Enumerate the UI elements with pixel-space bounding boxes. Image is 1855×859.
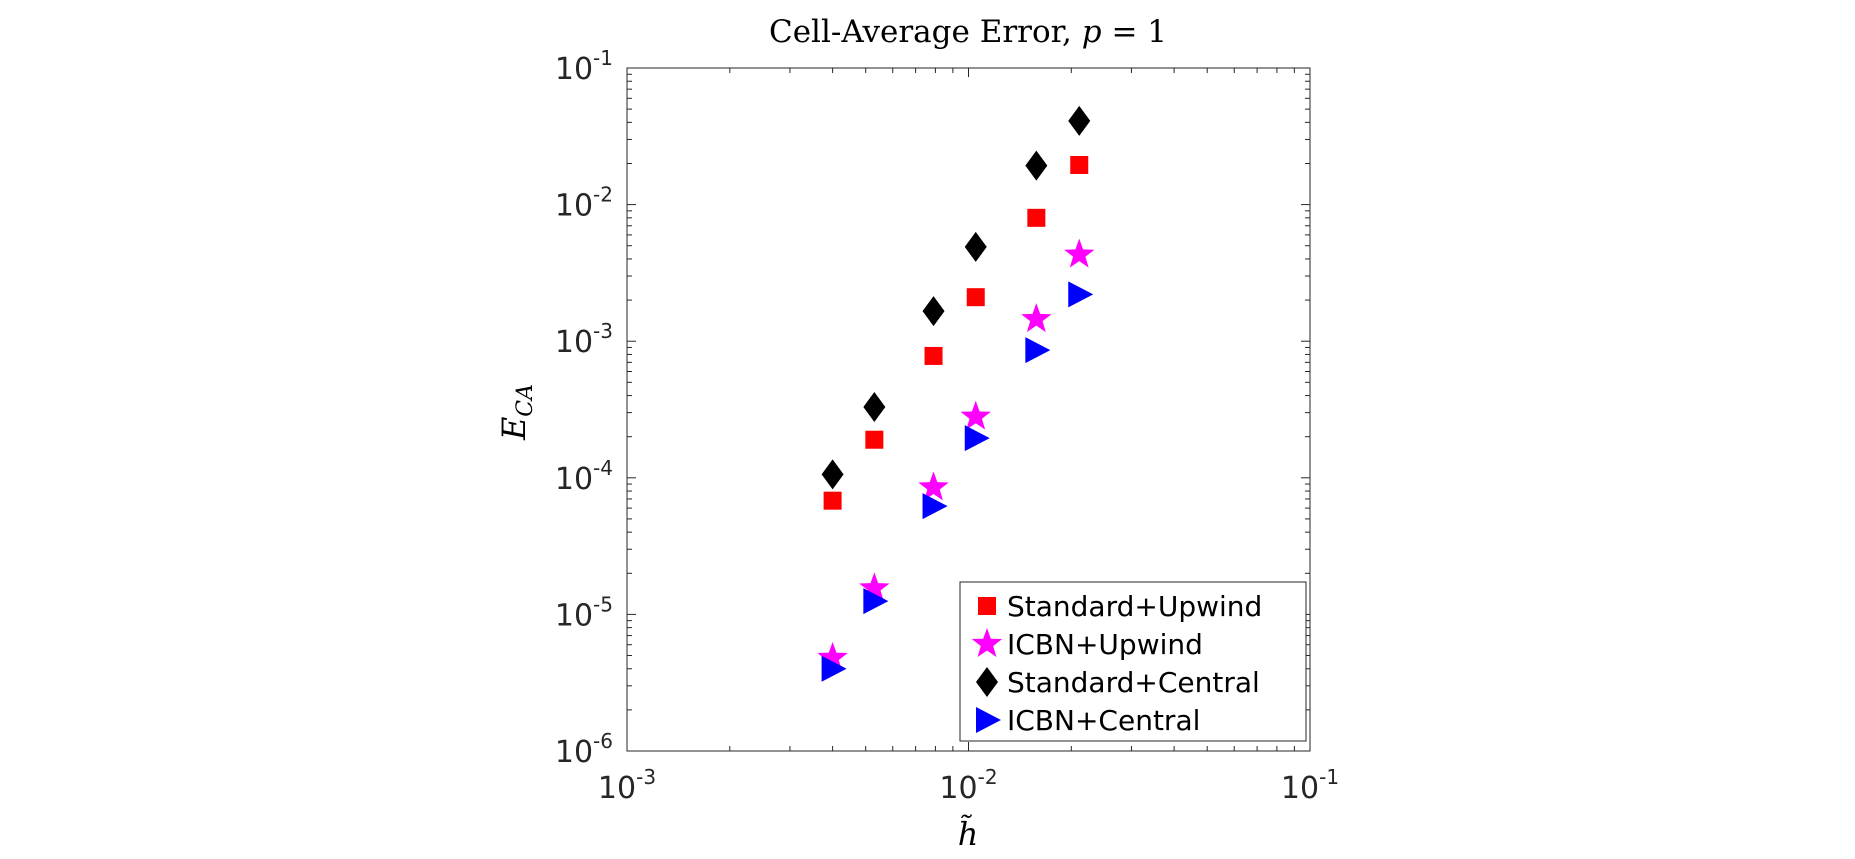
legend-entry: ICBN+Central: [976, 704, 1200, 737]
y-tick-label: 10-4: [555, 456, 613, 497]
series-triangle-right: [821, 281, 1094, 682]
y-tick-label: 10-5: [555, 592, 613, 633]
data-point: [964, 231, 987, 262]
legend-marker: [976, 667, 998, 697]
y-tick-label: 10-3: [555, 319, 613, 360]
y-axis-label-main: E: [495, 417, 533, 441]
y-tick-label: 10-2: [555, 183, 613, 224]
chart-title: Cell-Average Error, p = 1: [769, 14, 1167, 50]
data-point: [918, 471, 949, 501]
chart-title-main: Cell-Average Error,: [769, 14, 1082, 50]
y-axis-label-sub: CA: [513, 384, 538, 417]
data-point: [823, 491, 842, 510]
minor-ticks: [627, 68, 1310, 751]
data-point: [1027, 208, 1046, 227]
data-point: [1070, 155, 1089, 174]
y-tick-label: 10-6: [555, 729, 613, 770]
x-axis-label: h̃: [958, 815, 979, 853]
data-point: [1021, 303, 1052, 333]
legend-label: ICBN+Upwind: [1007, 628, 1203, 661]
chart-title-eq: = 1: [1102, 14, 1167, 50]
legend-marker: [978, 597, 996, 615]
data-point: [1068, 281, 1094, 308]
legend-label: Standard+Upwind: [1007, 590, 1262, 623]
legend-entry: Standard+Upwind: [978, 590, 1262, 623]
legend-entry: ICBN+Upwind: [971, 628, 1203, 661]
data-markers: [817, 105, 1095, 682]
data-point: [1064, 238, 1095, 268]
data-point: [817, 641, 848, 671]
x-tick-label: 10-3: [598, 765, 656, 806]
y-tick-label: 10-1: [555, 46, 613, 87]
data-point: [922, 493, 948, 520]
data-point: [924, 346, 943, 365]
data-point: [863, 391, 886, 422]
data-point: [821, 459, 844, 490]
data-point: [863, 588, 889, 615]
legend-box: [959, 581, 1307, 742]
data-point: [964, 425, 990, 452]
x-tick-label: 10-1: [1281, 765, 1339, 806]
legend-label: Standard+Central: [1007, 666, 1260, 699]
series-square: [823, 155, 1089, 510]
legend-label: ICBN+Central: [1007, 704, 1200, 737]
series-diamond: [821, 105, 1091, 490]
y-tick-labels: 10-6 10-5 10-4 10-3 10-2 10-1: [555, 46, 613, 770]
data-point: [922, 296, 945, 327]
data-point: [1025, 337, 1051, 364]
data-point: [865, 430, 884, 449]
data-point: [960, 400, 991, 430]
legend: Standard+Upwind ICBN+Upwind Standard+Centr…: [959, 581, 1307, 742]
x-tick-labels: 10-3 10-2 10-1: [598, 765, 1339, 806]
data-point: [859, 572, 890, 602]
legend-marker: [971, 628, 1003, 657]
x-tick-label: 10-2: [939, 765, 997, 806]
data-point: [966, 288, 985, 307]
chart-title-var: p: [1082, 14, 1102, 50]
data-point: [1025, 150, 1048, 181]
data-point: [821, 655, 847, 682]
y-axis-label: ECA: [495, 384, 538, 441]
series-star: [817, 238, 1095, 671]
legend-entry: Standard+Central: [976, 666, 1260, 699]
legend-entries: Standard+Upwind ICBN+Upwind Standard+Centr…: [971, 590, 1262, 737]
major-ticks: [626, 67, 1311, 752]
legend-marker: [976, 707, 1001, 733]
data-point: [1068, 105, 1091, 136]
